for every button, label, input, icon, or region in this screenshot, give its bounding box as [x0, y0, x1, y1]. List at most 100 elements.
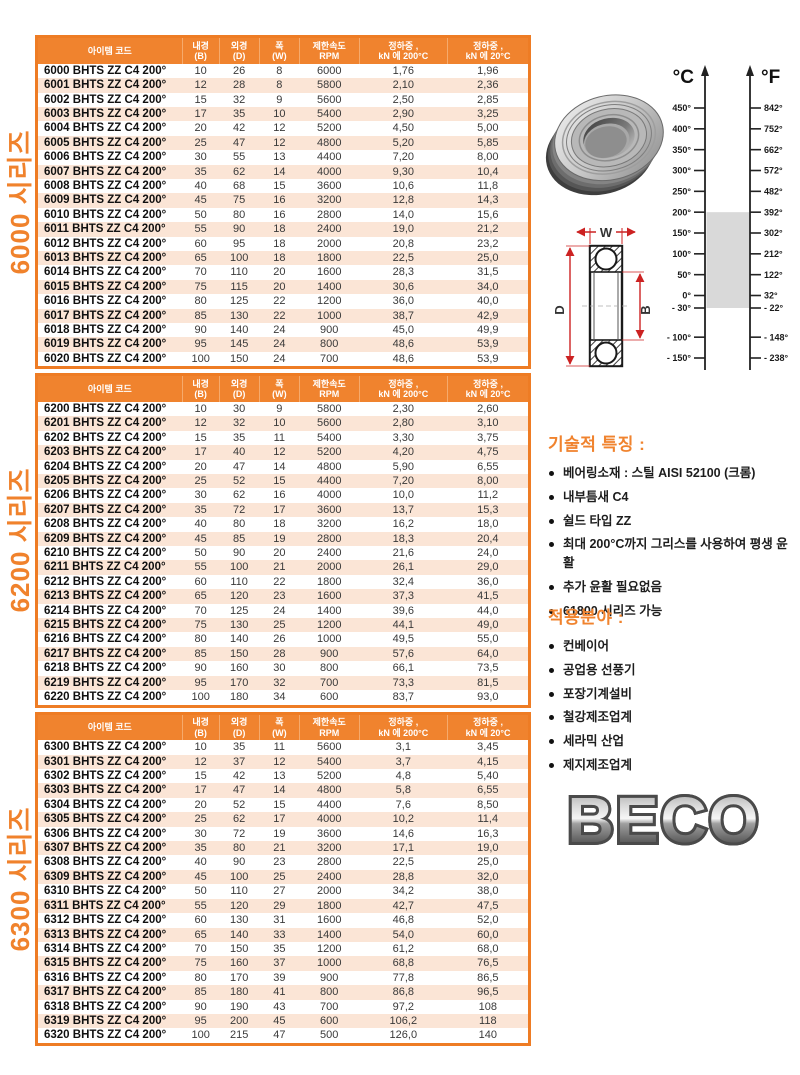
header-row: 아이템 코드 내경 (B) 외경 (D) 폭 (W) 제한속도 RPM 정하중 , kN … [36, 36, 530, 64]
item-code-cell: 6013 BHTS ZZ C4 200° [44, 252, 167, 264]
temp-tick-label: 32° [764, 291, 778, 301]
value-cell: 15,6 [477, 208, 499, 221]
value-cell: 36,0 [392, 295, 415, 308]
table-row: 6015 BHTS ZZ C4 200° 75 115 20 1400 30,6 34,0 [36, 279, 530, 295]
value-cell: 1800 [316, 252, 342, 264]
value-cell: 900 [320, 324, 339, 337]
value-cell: 160 [229, 957, 249, 970]
value-cell: 70 [194, 942, 207, 955]
value-cell: 44,0 [477, 604, 499, 617]
item-code-cell: 6211 BHTS ZZ C4 200° [44, 561, 166, 574]
value-cell: 16 [273, 194, 286, 207]
temp-tick-label: - 22° [764, 303, 784, 313]
table-row: 6008 BHTS ZZ C4 200° 40 68 15 3600 10,6 11,8 [37, 179, 530, 193]
bullet-icon [549, 471, 554, 476]
table-row: 6212 BHTS ZZ C4 200° 60 110 22 1800 32,4 36,0 [37, 575, 530, 589]
value-cell: 9,30 [392, 165, 415, 178]
item-code-cell: 6008 BHTS ZZ C4 200° [44, 179, 167, 192]
value-cell: 18 [273, 237, 286, 250]
value-cell: 30 [233, 402, 246, 415]
temp-tick-label: 0° [682, 291, 691, 301]
value-cell: 8 [276, 79, 283, 92]
item-code-cell: 6018 BHTS ZZ C4 200° [44, 324, 167, 337]
table-row: 6220 BHTS ZZ C4 200° 100 180 34 600 83,7 93,0 [37, 690, 530, 706]
value-cell: 75 [194, 619, 207, 632]
value-cell: 14 [273, 165, 286, 178]
temp-tick-label: - 150° [667, 353, 692, 363]
table-row: 6209 BHTS ZZ C4 200° 45 85 19 2800 18,3 20,4 [36, 531, 530, 547]
value-cell: 42 [233, 770, 246, 783]
value-cell: 1600 [316, 266, 342, 279]
value-cell: 20 [194, 798, 207, 811]
value-cell: 48,6 [392, 352, 415, 365]
item-code-cell: 6303 BHTS ZZ C4 200° [44, 784, 167, 797]
value-cell: 126,0 [389, 1029, 418, 1042]
value-cell: 4,8 [395, 770, 411, 783]
table-row: 6202 BHTS ZZ C4 200° 15 35 11 5400 3,30 3,75 [37, 431, 530, 445]
value-cell: 4,20 [392, 446, 415, 459]
value-cell: 5600 [316, 417, 342, 430]
value-cell: 100 [229, 252, 249, 264]
value-cell: 4800 [316, 136, 342, 149]
item-code-cell: 6301 BHTS ZZ C4 200° [44, 755, 167, 768]
value-cell: 15 [194, 93, 207, 106]
temp-tick-label: 200° [672, 207, 691, 217]
value-cell: 95 [194, 1014, 207, 1027]
value-cell: 5800 [316, 402, 342, 415]
item-code-cell: 6003 BHTS ZZ C4 200° [44, 107, 167, 120]
item-code-cell: 6313 BHTS ZZ C4 200° [44, 928, 167, 941]
value-cell: 130 [229, 619, 249, 632]
table-row: 6011 BHTS ZZ C4 200° 55 90 18 2400 19,0 21,2 [36, 222, 530, 237]
item-code-cell: 6302 BHTS ZZ C4 200° [44, 770, 167, 783]
value-cell: 14,3 [477, 194, 499, 207]
list-item: 61800 시리즈 가능 [548, 602, 798, 621]
value-cell: 17,1 [392, 842, 415, 855]
column-header: 제한속도 RPM [298, 713, 359, 741]
item-code-cell: 6215 BHTS ZZ C4 200° [44, 619, 167, 632]
value-cell: 30 [194, 489, 207, 502]
value-cell: 4800 [316, 784, 342, 797]
table-row: 6310 BHTS ZZ C4 200° 50 110 27 2000 34,2 38,0 [37, 884, 530, 898]
value-cell: 15,3 [477, 503, 499, 516]
value-cell: 17 [194, 107, 207, 120]
value-cell: 35 [273, 942, 286, 955]
value-cell: 26,1 [392, 561, 415, 574]
value-cell: 21 [273, 842, 286, 855]
table-row: 6003 BHTS ZZ C4 200° 17 35 10 5400 2,90 3,25 [36, 106, 530, 122]
value-cell: 15 [273, 798, 286, 811]
value-cell: 60 [194, 575, 207, 588]
value-cell: 800 [320, 986, 339, 999]
item-code-cell: 6007 BHTS ZZ C4 200° [44, 165, 167, 178]
table-row: 6207 BHTS ZZ C4 200° 35 72 17 3600 13,7 15,3 [36, 502, 530, 518]
value-cell: 35 [233, 107, 246, 120]
value-cell: 2800 [316, 532, 342, 545]
value-cell: 50 [194, 885, 207, 898]
value-cell: 140 [229, 324, 249, 337]
value-cell: 73,5 [477, 662, 499, 675]
bullet-icon [549, 584, 554, 590]
value-cell: 5,00 [477, 122, 499, 135]
value-cell: 9 [276, 93, 283, 106]
value-cell: 14 [273, 784, 286, 797]
value-cell: 72 [233, 503, 246, 516]
value-cell: 45 [194, 870, 207, 883]
value-cell: 35 [194, 165, 207, 178]
value-cell: 5600 [316, 741, 342, 754]
value-cell: 37 [273, 957, 286, 970]
value-cell: 130 [229, 914, 249, 927]
value-cell: 33 [273, 928, 286, 941]
value-cell: 44,1 [392, 619, 415, 632]
value-cell: 48,6 [392, 338, 415, 351]
list-item: 제지제조업계 [548, 756, 798, 775]
table-row: 6318 BHTS ZZ C4 200° 90 190 43 700 97,2 108 [37, 1000, 530, 1014]
value-cell: 190 [229, 1000, 249, 1013]
bullet-icon [549, 518, 554, 524]
value-cell: 41,5 [477, 590, 499, 603]
value-cell: 42,7 [392, 899, 415, 912]
item-code-cell: 6016 BHTS ZZ C4 200° [44, 295, 167, 308]
fahrenheit-axis-arrow-icon [746, 65, 754, 76]
table-row: 6320 BHTS ZZ C4 200° 100 215 47 500 126,0 140 [37, 1028, 530, 1044]
bullet-icon [549, 494, 554, 500]
item-code-cell: 6305 BHTS ZZ C4 200° [44, 813, 167, 826]
value-cell: 32 [233, 93, 246, 106]
